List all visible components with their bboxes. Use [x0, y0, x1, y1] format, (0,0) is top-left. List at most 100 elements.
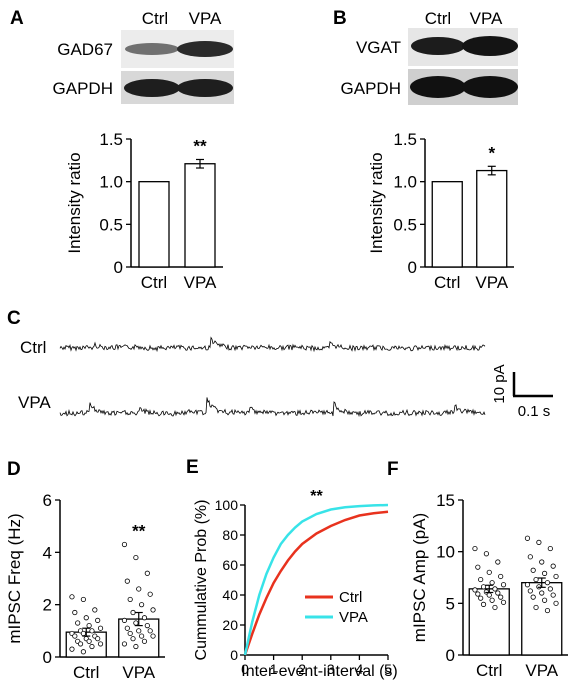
data-point — [141, 638, 148, 644]
data-point — [139, 602, 145, 608]
panel-letter-a: A — [10, 8, 24, 29]
data-point — [72, 633, 78, 639]
y-tick-label: 0 — [408, 258, 417, 277]
data-point — [124, 625, 130, 631]
data-point — [150, 607, 156, 613]
data-point — [527, 588, 533, 594]
lane-label-ctrl-b: Ctrl — [425, 9, 451, 28]
y-tick-label: 2 — [43, 596, 52, 615]
data-point — [95, 617, 101, 623]
data-point — [478, 576, 484, 583]
data-point — [489, 580, 495, 586]
y-tick-label: 40 — [222, 587, 238, 603]
data-point — [141, 615, 148, 621]
y-tick-label: 0 — [114, 258, 123, 277]
data-point — [486, 569, 492, 575]
data-point — [547, 545, 553, 552]
y-tick-label: 6 — [43, 491, 52, 510]
significance-marker: * — [488, 143, 495, 162]
data-point — [498, 594, 504, 600]
data-point — [130, 636, 136, 642]
data-point — [472, 587, 478, 593]
panel-letter-d: D — [7, 459, 21, 480]
data-point — [524, 535, 531, 541]
series-line-vpa — [243, 503, 389, 656]
x-tick-label: Ctrl — [141, 273, 167, 292]
y-tick-label: 60 — [222, 557, 238, 573]
legend-label-ctrl: Ctrl — [339, 589, 362, 606]
data-point — [127, 630, 133, 637]
data-point — [147, 591, 153, 597]
bar-vpa — [184, 163, 216, 268]
y-tick-label: 0.5 — [393, 215, 417, 234]
data-point — [547, 586, 553, 592]
data-point — [533, 576, 539, 583]
bar-ctrl — [138, 181, 170, 268]
blot-label-gad67: GAD67 — [57, 40, 113, 59]
data-point — [89, 643, 95, 650]
lane-label-vpa-a: VPA — [189, 9, 222, 28]
blot-label-gapdh-a: GAPDH — [53, 79, 113, 98]
data-point — [95, 636, 101, 642]
data-point — [527, 554, 533, 560]
data-point — [478, 595, 484, 601]
data-point — [130, 609, 136, 616]
scale-label-x: 0.1 s — [518, 403, 551, 420]
trace-ctrl — [59, 336, 486, 353]
lane-label-ctrl-a: Ctrl — [142, 9, 168, 28]
data-point — [544, 580, 551, 586]
x-tick-label: 1 — [270, 661, 278, 677]
data-point — [144, 570, 150, 576]
data-point — [136, 586, 142, 592]
data-point — [500, 582, 507, 588]
x-tick-label: VPA — [122, 663, 155, 680]
x-axis-label: Inter-event-interval (s) — [241, 663, 398, 680]
data-point — [80, 649, 86, 655]
panel-letter-e: E — [186, 457, 199, 478]
data-point — [72, 609, 78, 616]
data-point — [530, 594, 536, 600]
data-point — [536, 539, 542, 545]
data-point — [69, 646, 75, 652]
data-point — [489, 597, 495, 603]
data-point — [150, 633, 156, 639]
data-point — [136, 628, 142, 634]
panel-letter-f: F — [387, 459, 399, 480]
data-point — [97, 625, 104, 631]
data-point — [83, 615, 89, 621]
data-point — [124, 578, 130, 584]
panel-letter-c: C — [7, 308, 21, 329]
y-tick-label: 4 — [43, 543, 52, 562]
data-point — [133, 554, 139, 561]
scale-label-y: 10 pA — [491, 364, 508, 403]
data-point — [533, 604, 539, 611]
legend-label-vpa: VPA — [339, 609, 368, 626]
data-point — [539, 559, 545, 565]
blot-label-vgat: VGAT — [356, 38, 401, 57]
x-tick-label: Ctrl — [434, 273, 460, 292]
chart-d-freq: 0 2 4 6 Ctrl VPA ** mIPSC Freq (Hz) — [5, 491, 165, 680]
y-tick-label: 1.0 — [99, 173, 123, 192]
y-tick-label: 10 — [436, 543, 455, 562]
x-tick-label: VPA — [184, 273, 217, 292]
trace-label-vpa: VPA — [18, 393, 51, 412]
blot-label-gapdh-b: GAPDH — [341, 79, 401, 98]
data-point — [133, 643, 139, 650]
data-point — [75, 620, 81, 626]
y-tick-label: 5 — [446, 594, 455, 613]
significance-marker: ** — [193, 136, 207, 155]
data-point — [500, 599, 507, 605]
y-tick-label: 20 — [222, 617, 238, 633]
y-axis-label: Intensity ratio — [65, 152, 84, 253]
blot-gapdh-a — [121, 71, 234, 104]
data-point — [542, 570, 548, 576]
chart-a-intensity: 0 0.5 1.0 1.5 Ctrl VPA ** Intensity ratio — [65, 130, 223, 292]
blot-vgat — [408, 28, 518, 66]
data-point — [121, 641, 128, 647]
x-tick-label: 3 — [327, 661, 335, 677]
chart-e-cumulative: 0 20 40 60 80 100 0 1 2 3 4 5 Ctrl VPA ** Inter-event-i… — [193, 488, 398, 680]
x-tick-label: 0 — [241, 661, 249, 677]
data-point — [553, 600, 559, 606]
y-tick-label: 1.5 — [393, 130, 417, 149]
